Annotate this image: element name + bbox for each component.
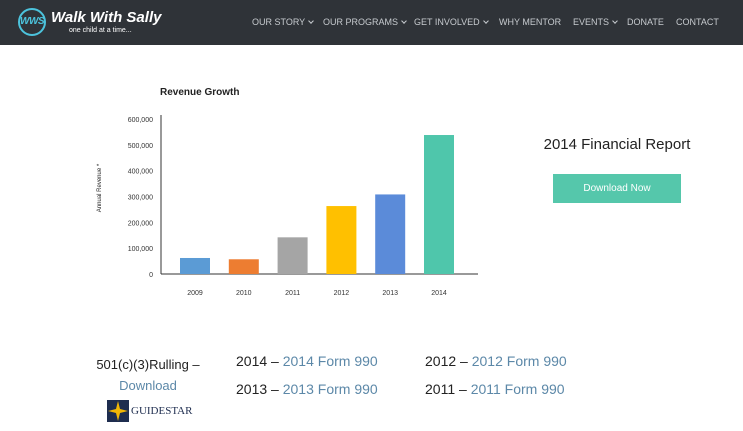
site-logo[interactable]: WWS Walk With Sally one child at a time.… [18,7,168,39]
y-tick-label: 100,000 [128,246,153,253]
nav-label: EVENTS [573,17,610,27]
rulling-block: 501(c)(3)Rulling – Download [78,354,218,396]
y-tick-label: 500,000 [128,143,153,150]
form-990-link[interactable]: 2014 Form 990 [282,353,378,369]
form-990-2014: 2014 – 2014 Form 990 [236,353,378,369]
nav-contact[interactable]: CONTACT [676,16,719,28]
x-tick-label: 2010 [236,290,252,297]
y-tick-label: 300,000 [128,195,153,202]
x-tick-label: 2009 [187,290,203,297]
form-990-link[interactable]: 2012 Form 990 [471,353,567,369]
rulling-text: 501(c)(3)Rulling – [96,357,200,372]
y-tick-label: 400,000 [128,169,153,176]
site-header: WWS Walk With Sally one child at a time.… [0,0,743,45]
nav-label: DONATE [627,17,664,27]
nav-our-story[interactable]: OUR STORY [252,16,315,28]
chart-title: Revenue Growth [160,87,240,98]
bar-2010 [228,259,259,274]
nav-label: GET INVOLVED [414,17,480,27]
nav-get-involved[interactable]: GET INVOLVED [414,16,489,28]
logo-badge-icon: WWS [18,8,46,36]
form-year: 2013 [236,381,268,397]
logo-name: Walk With Sally [51,9,162,26]
form-990-2013: 2013 – 2013 Form 990 [236,381,378,397]
bar-2014 [424,135,454,274]
nav-why-mentor[interactable]: WHY MENTOR [499,16,561,28]
logo-tagline: one child at a time... [69,27,132,34]
bar-2009 [180,257,210,274]
report-title: 2014 Financial Report [543,136,691,153]
form-year: 2012 [425,353,457,369]
nav-events[interactable]: EVENTS [573,16,618,28]
bar-2012 [326,206,357,274]
form-year: 2014 [236,353,268,369]
download-now-button[interactable]: Download Now [553,174,681,203]
nav-label: CONTACT [676,17,719,27]
x-tick-label: 2014 [431,290,447,297]
y-tick-label: 200,000 [128,220,153,227]
guidestar-label: GUIDESTAR [131,405,193,417]
guidestar-star-icon [107,400,129,422]
guidestar-logo[interactable]: GUIDESTAR [107,400,197,422]
x-tick-label: 2013 [382,290,398,297]
nav-our-programs[interactable]: OUR PROGRAMS [323,16,407,28]
bar-2013 [375,194,406,274]
form-year: 2011 [425,381,456,397]
y-tick-label: 600,000 [128,117,153,124]
form-990-2011: 2011 – 2011 Form 990 [425,381,565,397]
form-990-2012: 2012 – 2012 Form 990 [425,353,567,369]
x-tick-label: 2012 [334,290,350,297]
y-tick-label: 0 [149,272,153,279]
nav-label: WHY MENTOR [499,17,562,27]
form-990-link[interactable]: 2011 Form 990 [470,381,565,397]
nav-donate[interactable]: DONATE [627,16,664,28]
nav-label: OUR PROGRAMS [323,17,399,27]
rulling-download-link[interactable]: Download [119,378,177,393]
main-nav: OUR STORY OUR PROGRAMS GET INVOLVED WHY … [0,16,743,30]
bar-2011 [277,237,308,274]
nav-label: OUR STORY [252,17,306,27]
x-tick-label: 2011 [285,290,300,297]
form-990-link[interactable]: 2013 Form 990 [282,381,378,397]
